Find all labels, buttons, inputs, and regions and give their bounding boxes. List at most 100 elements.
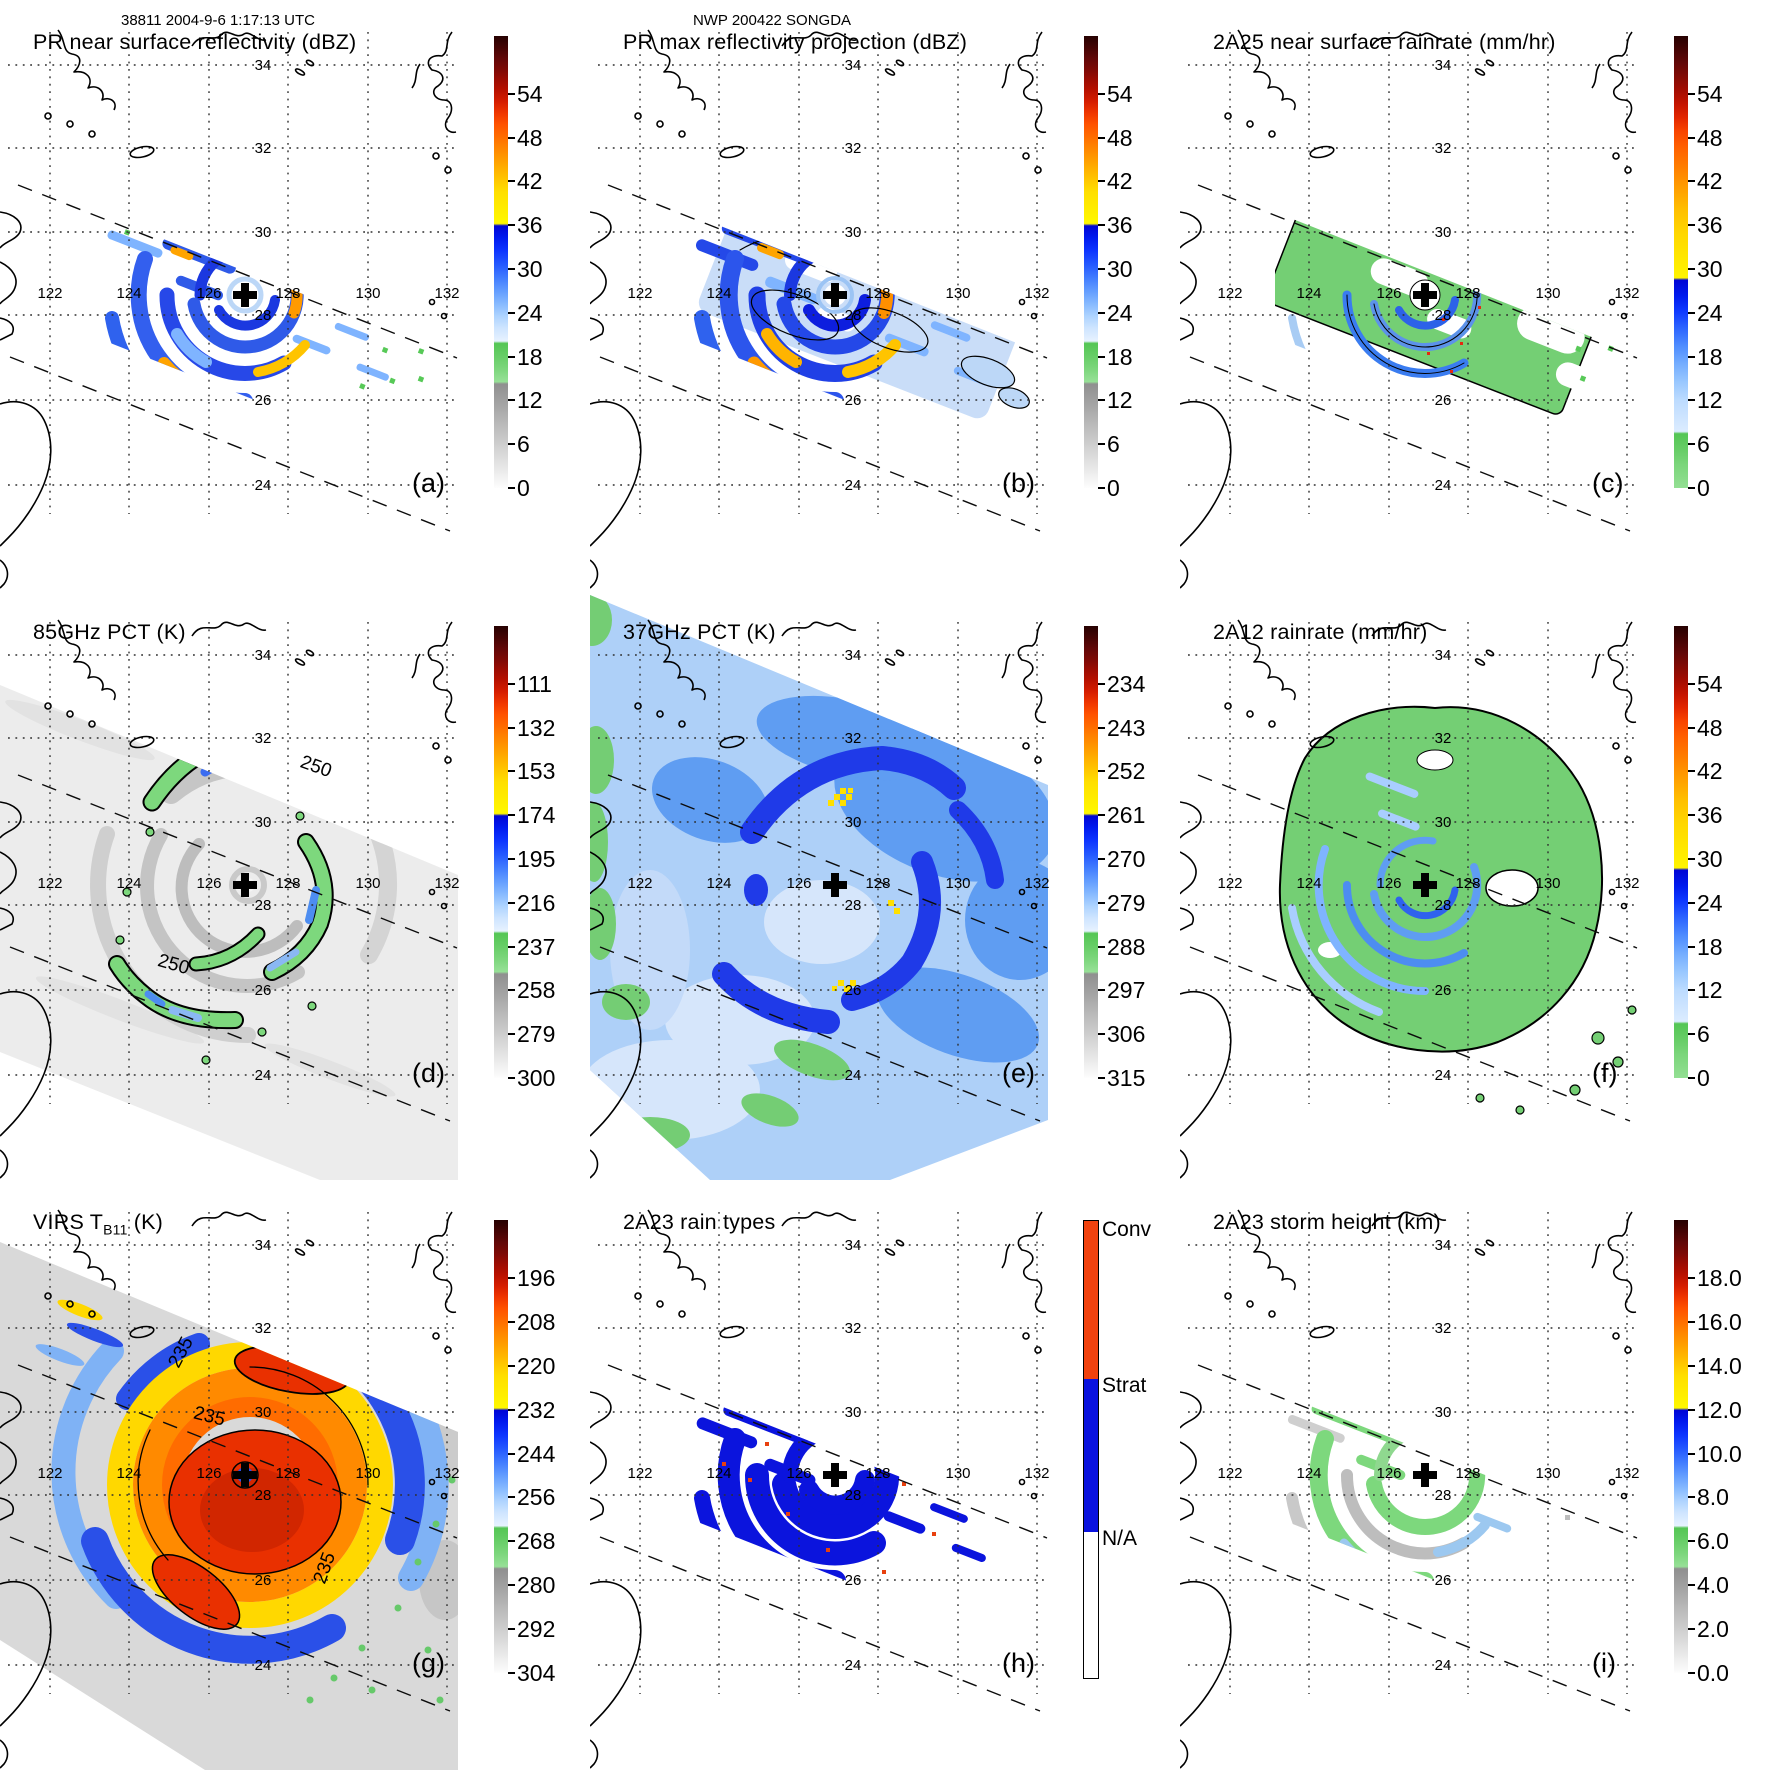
colorbar-tick-label: 24: [1697, 299, 1723, 326]
lon-label: 128: [275, 285, 300, 302]
lon-label: 126: [196, 1465, 221, 1482]
panel-letter: (g): [412, 1648, 445, 1678]
colorbar-tick-label: 18: [1697, 343, 1723, 370]
data-field-art: [1277, 1355, 1613, 1602]
lon-label: 124: [116, 1465, 141, 1482]
lat-label: 28: [1435, 307, 1452, 324]
colorbar-tick-mark: [1098, 726, 1105, 729]
colorbar-tick-mark: [1688, 1033, 1695, 1036]
lat-label: 30: [845, 1404, 862, 1421]
colorbar-tick-label: 10.0: [1697, 1440, 1742, 1467]
colorbar-tick-mark: [508, 1540, 515, 1543]
colorbar-tick-mark: [1688, 268, 1695, 271]
colorbar-tick-mark: [1688, 1496, 1695, 1499]
lat-label: 24: [1435, 477, 1452, 494]
colorbar-tick-mark: [1688, 1540, 1695, 1543]
colorbar-tick-mark: [1098, 311, 1105, 314]
lon-label: 128: [1455, 875, 1480, 892]
colorbar-tick-label: 12: [1697, 387, 1723, 414]
colorbar-tick-mark: [1688, 1364, 1695, 1367]
colorbar-tick-mark: [508, 1276, 515, 1279]
colorbar-tick-label: 0: [517, 475, 530, 501]
colorbar-tick-mark: [1688, 989, 1695, 992]
geo-labels: 122 124 126 128 130 132 34 32 30 28 26 24: [627, 57, 1049, 494]
colorbar-tick-label: 244: [517, 1440, 556, 1467]
colorbar-tick-label: 280: [517, 1572, 556, 1599]
geo-labels: 122 124 126 128 130 132 34 32 30 28 26 24: [37, 57, 459, 494]
lat-label: 26: [255, 982, 272, 999]
geo-labels: 122 124 126 128 130 132 34 32 30 28 26 24: [37, 1237, 459, 1674]
lat-label: 30: [255, 224, 272, 241]
lon-label: 122: [1217, 285, 1242, 302]
colorbar-tick-label: 6: [1697, 431, 1710, 458]
lon-label: 130: [1535, 285, 1560, 302]
lon-label: 128: [275, 875, 300, 892]
lon-label: 130: [355, 285, 380, 302]
lon-label: 126: [1376, 285, 1401, 302]
colorbar-tick-label: 54: [1697, 670, 1723, 697]
colorbar-tick-label: 30: [1697, 256, 1723, 283]
lon-label: 130: [945, 1465, 970, 1482]
coastline: [1180, 1209, 1637, 1769]
lat-label: 34: [1435, 57, 1452, 74]
colorbar-tick-label: 237: [517, 933, 556, 960]
data-field-art: [89, 170, 456, 422]
graticule: [7, 31, 459, 515]
colorbar-tick-mark: [1098, 268, 1105, 271]
panel-letter: (h): [1002, 1648, 1035, 1678]
colorbar: [494, 36, 508, 488]
coastline: [0, 29, 457, 589]
colorbar-tick-label: 42: [1107, 168, 1133, 195]
colorbar-tick-mark: [508, 858, 515, 861]
colorbar: [1674, 626, 1688, 1078]
colorbar-tick-label: 2.0: [1697, 1616, 1729, 1643]
colorbar-tick-label: 261: [1107, 802, 1146, 829]
colorbar-tick-mark: [508, 487, 515, 489]
panel-title: 85GHz PCT (K): [33, 620, 186, 644]
colorbar-tick-mark: [1688, 858, 1695, 861]
lon-label: 124: [706, 285, 731, 302]
lon-label: 122: [1217, 1465, 1242, 1482]
colorbar-tick-label: 12: [517, 387, 543, 414]
geo-labels: 122 124 126 128 130 132 34 32 30 28 26 24: [1217, 647, 1639, 1084]
lon-label: 124: [1296, 875, 1321, 892]
colorbar-tick-label: 232: [517, 1396, 556, 1423]
colorbar: [1674, 36, 1688, 488]
colorbar-tick-mark: [1688, 92, 1695, 95]
lat-label: 28: [845, 897, 862, 914]
lon-label: 130: [355, 1465, 380, 1482]
colorbar-tick-label: 54: [1697, 80, 1723, 107]
data-field-art: [1264, 182, 1644, 431]
colorbar-tick-label: 0: [1697, 475, 1710, 501]
lat-label: 34: [1435, 647, 1452, 664]
colorbar-tick-mark: [508, 399, 515, 402]
panel-title-part: (K): [127, 1210, 164, 1234]
data-field: [89, 170, 456, 422]
lat-label: 32: [845, 1320, 862, 1337]
colorbar-tick-mark: [508, 1408, 515, 1411]
colorbar-tick-label: 258: [517, 977, 556, 1004]
colorbar: [1084, 36, 1098, 488]
lon-label: 122: [627, 1465, 652, 1482]
lon-label: 132: [1024, 875, 1049, 892]
colorbar-tick-mark: [508, 770, 515, 773]
lon-label: 130: [355, 875, 380, 892]
colorbar-tick-label: 30: [517, 256, 543, 283]
colorbar-tick-label: 292: [517, 1616, 556, 1643]
data-field: [0, 590, 460, 1180]
colorbar-tick-mark: [508, 1364, 515, 1367]
lat-label: 24: [1435, 1657, 1452, 1674]
colorbar-tick-mark: [1688, 814, 1695, 817]
colorbar-tick-label: 270: [1107, 846, 1146, 873]
colorbar-tick-mark: [508, 726, 515, 729]
lon-label: 124: [706, 1465, 731, 1482]
lat-label: 24: [845, 1657, 862, 1674]
lon-label: 126: [1376, 875, 1401, 892]
colorbar-tick-mark: [1688, 1408, 1695, 1411]
lat-label: 34: [845, 647, 862, 664]
colorbar-tick-mark: [1688, 487, 1695, 489]
